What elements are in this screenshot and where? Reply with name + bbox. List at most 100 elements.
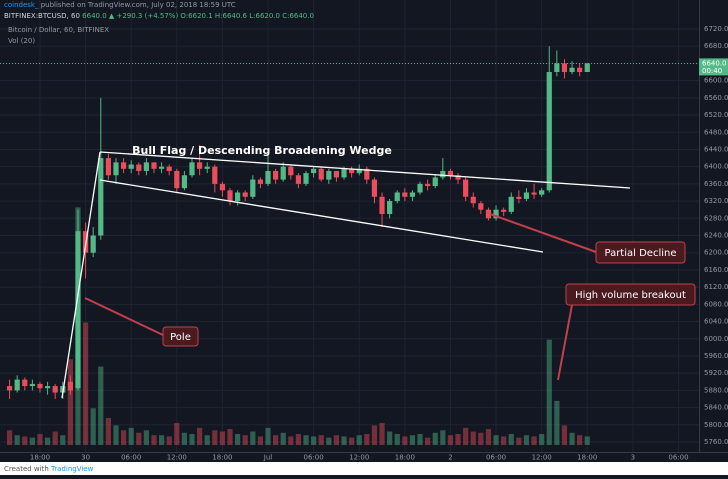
x-tick-label: 3	[631, 454, 635, 462]
volume-bar	[52, 431, 58, 445]
candle-body	[120, 162, 127, 169]
volume-bar	[508, 433, 514, 445]
candle-body	[470, 196, 476, 204]
y-tick-label: 6160.0	[704, 266, 728, 274]
y-tick-label: 6000.0	[704, 335, 728, 343]
candle-body	[417, 183, 423, 193]
candle-body	[113, 162, 119, 176]
candle-body	[463, 179, 469, 197]
callout-box	[595, 241, 686, 264]
volume-bar	[105, 418, 111, 445]
candle-body	[523, 192, 530, 199]
annotation-title: Bull Flag / Descending Broadening Wedge	[132, 144, 392, 157]
candle-body	[14, 379, 20, 391]
header-line: coindesk_ published on TradingView.com, …	[4, 1, 236, 9]
volume-bar	[546, 339, 552, 445]
candle-body	[333, 170, 340, 178]
candle-body	[204, 166, 210, 169]
candle-body	[227, 190, 233, 202]
footer-brand: TradingView	[50, 465, 94, 473]
footer-bar	[0, 462, 728, 475]
candle-body	[311, 168, 317, 174]
candle-body	[295, 175, 302, 184]
volume-bar	[250, 431, 256, 445]
x-tick-label: 12:00	[532, 454, 552, 462]
volume-bar	[67, 359, 73, 445]
volume-bar	[493, 435, 499, 445]
candle-body	[212, 166, 218, 184]
candle-body	[539, 190, 545, 195]
volume-bar	[204, 435, 210, 445]
volume-bar	[463, 427, 469, 445]
candle-body	[402, 192, 408, 197]
y-tick-label: 6120.0	[704, 283, 728, 291]
volume-bar	[364, 433, 370, 445]
volume-bar	[569, 432, 575, 445]
volume-bar	[257, 436, 264, 445]
volume-bar	[166, 436, 172, 445]
candle-body	[409, 192, 416, 197]
y-tick-label: 6680.0	[704, 42, 728, 50]
volume-bar	[280, 432, 286, 445]
symbol: BITFINEX:BTCUSD, 60	[4, 12, 80, 20]
volume-bar	[402, 436, 408, 445]
volume-bar	[44, 437, 51, 445]
volume-bar	[235, 433, 241, 445]
volume-bar	[143, 430, 149, 445]
y-tick-label: 6280.0	[704, 214, 728, 222]
volume-bar	[425, 437, 431, 445]
candle-body	[364, 168, 370, 180]
y-tick-label: 6720.0	[704, 25, 728, 33]
volume-bar	[136, 432, 142, 445]
candle-body	[531, 192, 537, 195]
volume-bar	[6, 430, 13, 445]
y-tick-label: 6400.0	[704, 163, 728, 171]
candle-body	[371, 179, 378, 197]
volume-bar	[341, 436, 347, 445]
candle-body	[219, 183, 226, 191]
volume-bar	[333, 435, 340, 445]
volume-bar	[394, 433, 400, 445]
volume-bar	[60, 435, 66, 445]
volume-bar	[90, 408, 96, 445]
volume-bar	[273, 435, 279, 445]
volume-bar	[219, 431, 226, 445]
candle-body	[561, 63, 568, 73]
volume-bar	[120, 430, 127, 445]
volume-bar	[265, 427, 271, 445]
volume-bar	[227, 429, 233, 445]
callout-breakout: High volume breakout	[557, 283, 696, 381]
volume-bar	[318, 435, 324, 445]
candle-body	[37, 383, 43, 389]
y-tick-label: 5880.0	[704, 386, 728, 394]
y-tick-label: 6440.0	[704, 145, 728, 153]
published: published on TradingView.com, July 02, 2…	[41, 1, 236, 9]
volume-bar	[409, 435, 416, 445]
candle-body	[75, 231, 81, 389]
volume-bar	[554, 400, 560, 445]
candle-body	[52, 386, 58, 393]
volume-bar	[523, 435, 530, 445]
candle-body	[6, 386, 13, 391]
candle-body	[280, 166, 286, 180]
price-tag-label: 6640.0	[702, 59, 727, 67]
volume-bar	[159, 435, 165, 445]
volume-bar	[98, 366, 104, 445]
volume-bar	[531, 436, 537, 445]
candle-body	[425, 183, 431, 187]
candle-body	[288, 166, 294, 176]
candle-body	[143, 162, 149, 171]
candle-body	[584, 63, 590, 72]
volume-bar	[174, 422, 180, 445]
candle-body	[151, 162, 157, 169]
x-tick-label: 18:00	[577, 454, 597, 462]
candle-body	[22, 379, 28, 387]
y-tick-label: 5920.0	[704, 369, 728, 377]
volume-bar	[212, 430, 218, 445]
y-tick-label: 6320.0	[704, 197, 728, 205]
volume-bar	[311, 436, 317, 445]
candle-body	[478, 203, 484, 210]
volume-bar	[349, 437, 355, 445]
